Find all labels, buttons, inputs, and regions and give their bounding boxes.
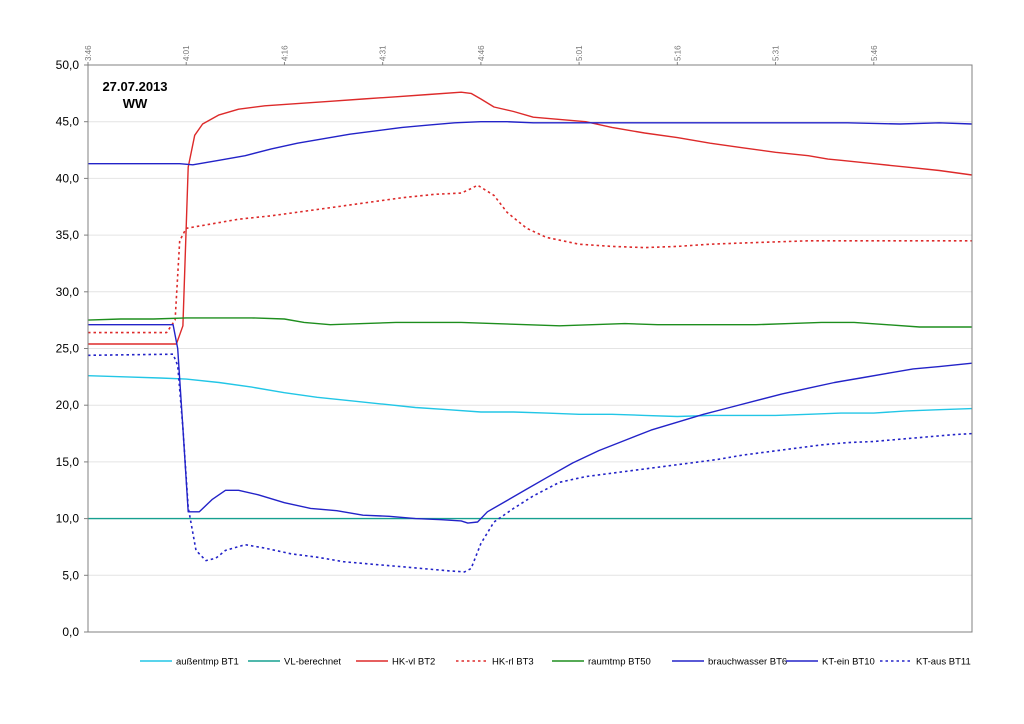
series-line-5 — [88, 120, 973, 166]
legend-label-7: KT-aus BT11 — [916, 657, 971, 668]
y-tick-label: 15,0 — [56, 455, 80, 469]
legend: außentmp BT1 VL-berechnet HK-vl BT2 HK-rl B… — [140, 657, 971, 668]
series-line-0 — [87, 375, 973, 418]
annotation-date: 27.07.2013 — [102, 79, 167, 94]
series-line-7 — [87, 353, 973, 573]
x-tick-label: 5:46 — [870, 45, 879, 61]
legend-label-1: VL-berechnet — [284, 657, 341, 668]
y-tick-label: 5,0 — [62, 568, 79, 582]
y-tick-label: 30,0 — [56, 285, 80, 299]
y-tick-label: 20,0 — [56, 398, 80, 412]
series-line-2 — [88, 91, 973, 345]
horizontal-gridlines — [88, 121, 972, 576]
x-tick-label: 4:46 — [477, 45, 486, 61]
legend-label-2: HK-vl BT2 — [392, 657, 435, 668]
series-line-3 — [88, 184, 972, 334]
y-tick-label: 40,0 — [56, 171, 80, 185]
series-lines — [87, 91, 973, 573]
x-tick-label: 3:46 — [84, 45, 93, 61]
y-axis-tick-labels: 0,0 5,0 10,0 15,0 20,0 25,0 30,0 35,0 40,0 45,0 50… — [56, 58, 88, 639]
x-tick-label: 4:31 — [379, 45, 388, 61]
y-tick-label: 10,0 — [56, 512, 80, 526]
legend-label-6: KT-ein BT10 — [822, 657, 875, 668]
x-tick-label: 4:01 — [182, 45, 191, 61]
x-axis-tick-labels: 3:46 4:01 4:16 4:31 4:46 5:01 5:16 5:31 5:46 — [84, 45, 879, 65]
legend-label-3: HK-rl BT3 — [492, 657, 534, 668]
y-tick-label: 0,0 — [62, 625, 79, 639]
y-tick-label: 25,0 — [56, 342, 80, 356]
y-tick-label: 45,0 — [56, 115, 80, 129]
series-line-6 — [88, 324, 973, 524]
x-tick-label: 4:16 — [280, 45, 289, 61]
plot-frame — [87, 64, 973, 633]
x-tick-label: 5:16 — [673, 45, 682, 61]
legend-label-5: brauchwasser BT6 — [708, 657, 787, 668]
legend-label-0: außentmp BT1 — [176, 657, 239, 668]
series-line-4 — [87, 317, 972, 328]
y-tick-label: 50,0 — [56, 58, 80, 72]
x-tick-label: 5:01 — [575, 45, 584, 61]
y-tick-label: 35,0 — [56, 228, 80, 242]
annotation-ww: WW — [123, 96, 148, 111]
x-tick-label: 5:31 — [772, 45, 781, 61]
legend-label-4: raumtmp BT50 — [588, 657, 651, 668]
